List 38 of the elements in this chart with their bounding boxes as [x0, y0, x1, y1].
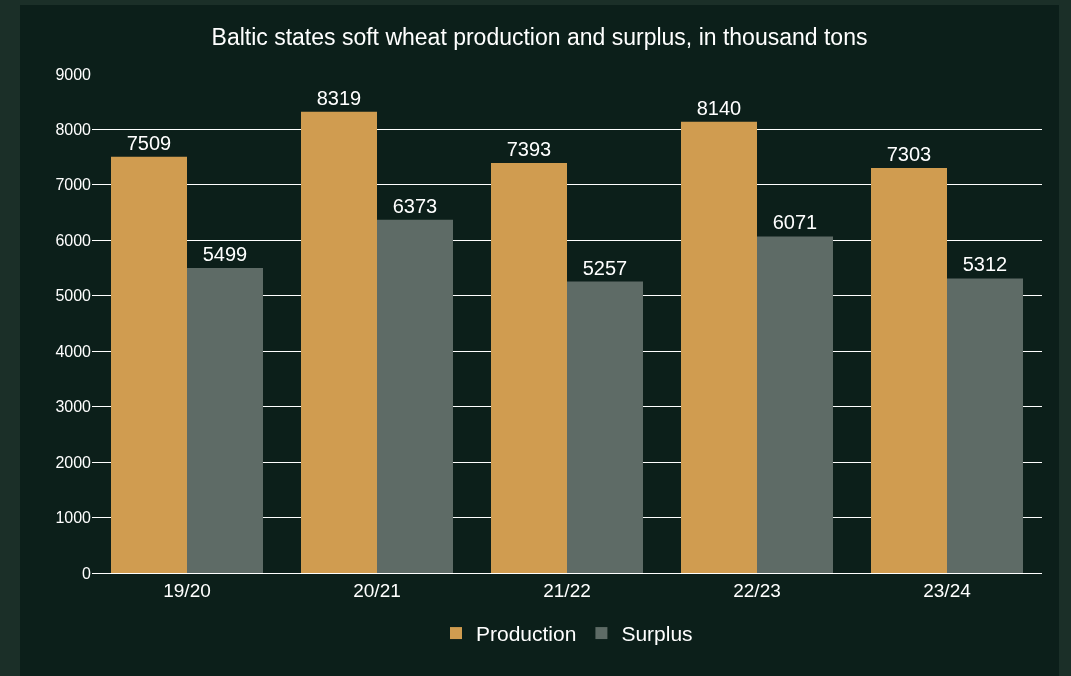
x-tick-label: 21/22 [543, 579, 591, 601]
x-tick-label: 19/20 [163, 579, 211, 601]
y-tick-label: 5000 [55, 287, 92, 305]
data-label: 5257 [582, 256, 628, 279]
x-tick-label: 23/24 [923, 579, 972, 601]
y-tick-label: 9000 [55, 65, 92, 83]
y-tick-label: 2000 [55, 453, 92, 471]
legend-label: Production [476, 622, 577, 646]
bar [567, 281, 643, 573]
chart-title: Baltic states soft wheat production and surplus, in thousand tons [211, 23, 868, 50]
y-tick-label: 1000 [55, 509, 92, 527]
y-tick-label: 6000 [55, 231, 92, 249]
bar [871, 168, 947, 573]
data-label: 6071 [772, 211, 818, 234]
bar [301, 111, 377, 573]
data-label: 8140 [696, 96, 742, 119]
data-label: 6373 [392, 194, 438, 217]
bar [377, 219, 453, 573]
data-label: 5312 [962, 253, 1008, 276]
data-label: 7509 [126, 131, 172, 154]
y-tick-label: 0 [82, 564, 92, 582]
data-label: 7303 [886, 143, 932, 166]
bar [187, 268, 263, 573]
bar [111, 156, 187, 573]
bar [681, 121, 757, 573]
y-tick-label: 8000 [55, 121, 92, 139]
bar [757, 236, 833, 573]
y-tick-label: 7000 [55, 176, 92, 194]
data-label: 7393 [506, 138, 552, 161]
legend-label: Surplus [621, 622, 693, 646]
data-label: 8319 [316, 86, 362, 109]
x-tick-label: 22/23 [733, 579, 781, 601]
data-label: 5499 [202, 243, 248, 266]
y-tick-label: 3000 [55, 398, 92, 416]
bar [947, 278, 1023, 573]
x-tick-label: 20/21 [353, 579, 401, 601]
y-tick-label: 4000 [55, 342, 92, 360]
bar [491, 163, 567, 573]
